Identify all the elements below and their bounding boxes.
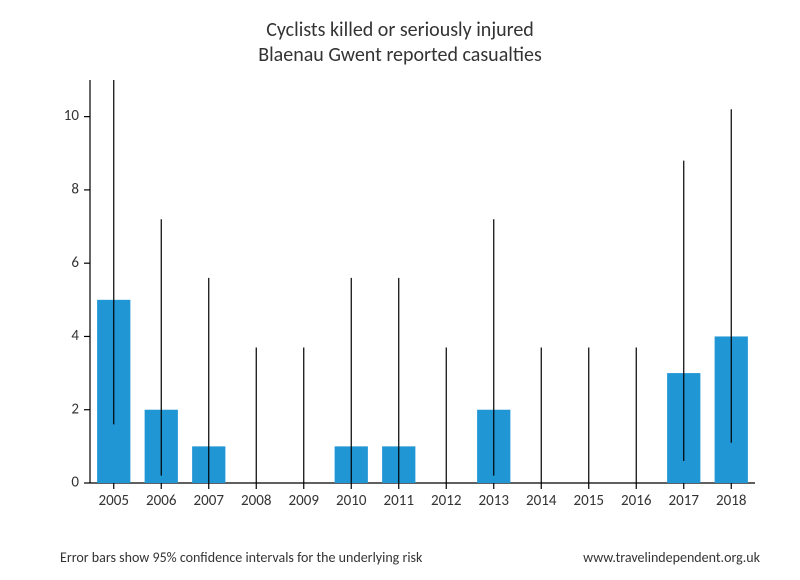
x-tick-label: 2007 (194, 492, 225, 510)
x-tick-label: 2014 (526, 492, 557, 510)
x-tick-label: 2010 (336, 492, 367, 510)
x-tick-label: 2016 (621, 492, 652, 510)
y-tick-label: 10 (64, 107, 80, 125)
chart-title-block: Cyclists killed or seriously injured Bla… (0, 0, 800, 68)
x-tick-label: 2017 (669, 492, 700, 510)
y-tick-label: 0 (71, 474, 79, 492)
y-tick-label: 4 (71, 327, 79, 345)
x-tick-label: 2015 (574, 492, 604, 510)
x-tick-label: 2005 (99, 492, 129, 510)
y-tick-label: 2 (71, 400, 79, 418)
x-tick-label: 2008 (241, 492, 271, 510)
y-tick-label: 8 (71, 180, 79, 198)
footer-right-text: www.travelindependent.org.uk (583, 549, 760, 566)
chart-svg: 0 2 4 6 8 10 2005 2006 2007 2008 2009 2010 2011 2012 2… (60, 80, 760, 515)
x-tick-label: 2013 (479, 492, 510, 510)
footer: Error bars show 95% confidence intervals… (60, 549, 760, 566)
x-tick-label: 2018 (716, 492, 746, 510)
chart-area: 0 2 4 6 8 10 2005 2006 2007 2008 2009 2010 2011 2012 2… (60, 80, 760, 515)
x-tick-label: 2006 (146, 492, 177, 510)
x-tick-label: 2009 (289, 492, 320, 510)
x-tick-label: 2012 (431, 492, 461, 510)
footer-left-text: Error bars show 95% confidence intervals… (60, 549, 422, 566)
chart-title-line2: Blaenau Gwent reported casualties (0, 43, 800, 68)
chart-title-line1: Cyclists killed or seriously injured (0, 18, 800, 43)
y-tick-label: 6 (71, 254, 79, 272)
x-tick-label: 2011 (384, 492, 414, 510)
